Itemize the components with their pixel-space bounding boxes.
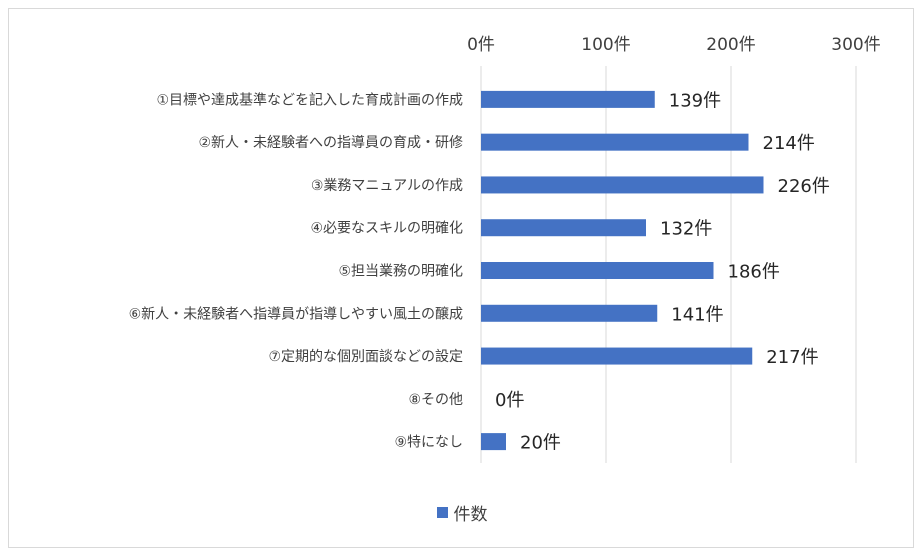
bar xyxy=(481,90,655,108)
category-label: ①目標や達成基準などを記入した育成計画の作成 xyxy=(156,91,463,108)
data-label: 141件 xyxy=(671,304,723,325)
x-tick-label: 0件 xyxy=(467,35,495,55)
legend: 件数 xyxy=(0,500,924,525)
x-tick-label: 100件 xyxy=(581,35,630,55)
data-label: 214件 xyxy=(763,133,815,154)
bar xyxy=(481,347,753,365)
category-label: ⑤担当業務の明確化 xyxy=(338,264,463,280)
category-label: ⑨特になし xyxy=(394,435,463,451)
bar xyxy=(481,262,714,279)
category-label: ②新人・未経験者への指導員の育成・研修 xyxy=(198,135,463,151)
data-label: 217件 xyxy=(766,347,818,368)
category-label: ⑦定期的な個別面談などの設定 xyxy=(268,349,463,365)
category-label: ⑧その他 xyxy=(408,392,463,408)
bars xyxy=(481,90,764,451)
bar xyxy=(481,219,646,237)
category-label: ⑥新人・未経験者へ指導員が指導しやすい風土の醸成 xyxy=(129,306,463,322)
category-label: ④必要なスキルの明確化 xyxy=(310,221,463,237)
bar xyxy=(481,304,658,322)
data-label: 186件 xyxy=(728,262,780,283)
data-label: 132件 xyxy=(660,219,712,240)
legend-label: 件数 xyxy=(453,505,488,525)
bar xyxy=(481,433,506,451)
data-label: 20件 xyxy=(520,433,561,454)
x-axis-tick-labels: 0件 100件 200件 300件 xyxy=(467,35,881,55)
chart-frame xyxy=(8,8,914,548)
bar xyxy=(481,133,749,151)
category-label: ③業務マニュアルの作成 xyxy=(311,178,463,194)
category-labels: ①目標や達成基準などを記入した育成計画の作成 ②新人・未経験者への指導員の育成・研… xyxy=(129,91,463,450)
x-tick-label: 200件 xyxy=(706,35,755,55)
legend-swatch xyxy=(436,507,448,518)
bar xyxy=(481,176,764,194)
data-label: 226件 xyxy=(778,176,830,197)
data-label: 0件 xyxy=(495,390,524,411)
data-label: 139件 xyxy=(669,90,721,111)
x-tick-label: 300件 xyxy=(831,35,880,55)
